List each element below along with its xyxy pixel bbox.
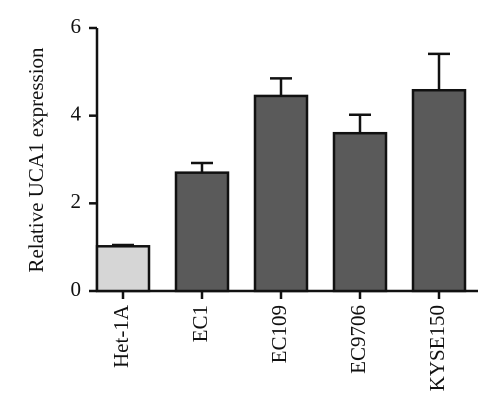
x-tick-label: EC1 — [188, 305, 212, 342]
bar — [332, 131, 388, 293]
bar — [95, 245, 151, 293]
y-axis-label: Relative UCA1 expression — [24, 47, 48, 273]
y-tick-label: 2 — [71, 189, 82, 213]
x-tick-label: EC9706 — [346, 305, 370, 374]
bar — [253, 94, 309, 293]
x-tick-label: EC109 — [267, 305, 291, 363]
x-tick-label: KYSE150 — [425, 305, 449, 391]
y-tick-label: 0 — [71, 277, 82, 301]
y-tick-label: 6 — [71, 14, 82, 38]
y-tick-label: 4 — [71, 101, 82, 125]
bar — [411, 88, 467, 293]
x-tick-label: Het-1A — [109, 304, 133, 368]
bar — [174, 171, 230, 293]
